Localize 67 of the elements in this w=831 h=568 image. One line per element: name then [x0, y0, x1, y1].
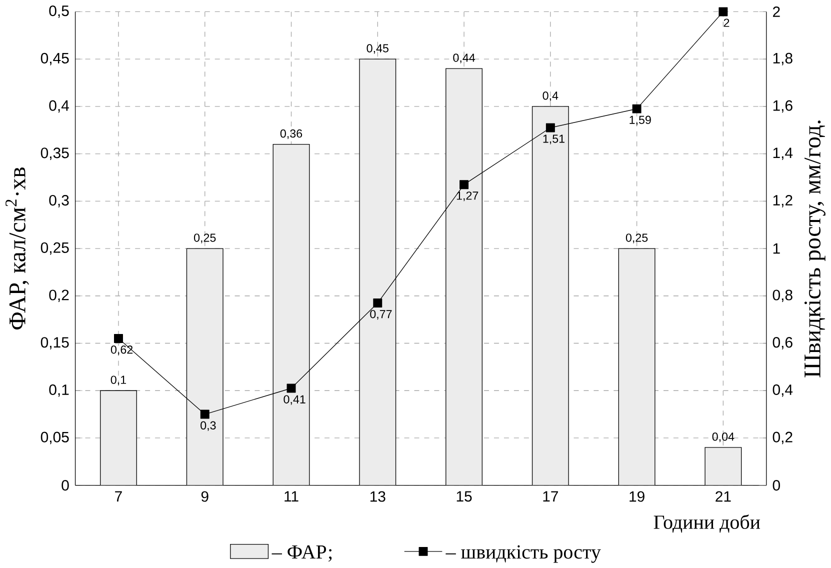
data-label: 0,25 — [194, 233, 216, 244]
data-label: 0,3 — [200, 421, 216, 431]
point — [286, 384, 296, 393]
data-label: 0,36 — [280, 129, 302, 139]
data-label: 0,77 — [370, 310, 392, 320]
y2-tick-label: 1 — [773, 243, 780, 254]
data-label: 0,45 — [366, 44, 388, 54]
x-tick-label: 13 — [370, 491, 386, 502]
data-label: 0,4 — [542, 91, 558, 101]
bar — [446, 68, 482, 486]
data-label: 0,62 — [110, 345, 133, 355]
data-label: 0,25 — [626, 233, 648, 244]
point — [718, 7, 728, 16]
point — [373, 298, 382, 308]
y2-tick-label: 0 — [772, 480, 780, 490]
x-tick-label: 15 — [456, 491, 472, 502]
legend-label: – ФАР; — [272, 545, 332, 562]
y-tick-label: 0,4 — [49, 100, 69, 112]
y2-tick-label: 0,8 — [772, 290, 792, 302]
data-label: 0,1 — [110, 376, 126, 386]
point — [546, 123, 555, 132]
y2-axis-title: Швидкість росту, мм/год. — [804, 120, 826, 378]
y2-tick-label: 1,8 — [773, 52, 792, 66]
legend-label: – швидкість росту — [446, 545, 601, 563]
y-tick-label: 0,2 — [49, 290, 69, 302]
bar — [273, 144, 310, 486]
y-axis-title: ФАР, кал/см$^{2}$·хв — [6, 167, 29, 330]
bar — [532, 106, 569, 486]
bar — [360, 58, 396, 486]
y-tick-label: 0,45 — [40, 52, 69, 66]
y-tick-label: 0,15 — [40, 336, 69, 350]
x-tick-label: 17 — [543, 491, 558, 502]
x-axis-title: Години доби — [654, 514, 760, 532]
point — [460, 180, 469, 189]
y-tick-label: 0,1 — [49, 384, 69, 397]
bar — [704, 446, 742, 486]
y2-tick-label: 0,6 — [772, 336, 792, 350]
y-tick-label: 0,5 — [49, 5, 69, 18]
point — [632, 104, 642, 114]
x-tick-label: 19 — [630, 491, 644, 502]
bar — [100, 390, 137, 486]
y2-tick-label: 1,2 — [773, 194, 792, 208]
point — [200, 410, 210, 419]
y-tick-label: 0 — [62, 480, 69, 490]
x-tick-label: 7 — [115, 491, 122, 502]
y2-tick-label: 0,4 — [772, 384, 793, 397]
x-tick-label: 11 — [284, 491, 298, 502]
data-label: 1,51 — [543, 134, 564, 144]
data-label: 0,04 — [712, 432, 734, 442]
data-label: 0,41 — [284, 395, 306, 405]
data-label: 0,44 — [453, 53, 476, 64]
y-tick-label: 0,3 — [49, 194, 69, 208]
y2-tick-label: 1,4 — [773, 148, 793, 160]
data-label: 1,59 — [630, 116, 651, 126]
y2-tick-label: 0,2 — [772, 432, 792, 444]
y2-tick-label: 2 — [773, 6, 780, 17]
point — [114, 334, 123, 343]
data-label: 2 — [724, 18, 730, 27]
x-tick-label: 21 — [716, 491, 731, 502]
data-label: 1,27 — [456, 191, 478, 201]
x-tick-label: 9 — [201, 491, 208, 502]
y-tick-label: 0,25 — [40, 242, 69, 255]
bar — [618, 248, 655, 486]
y2-tick-label: 1,6 — [773, 100, 792, 112]
bar — [186, 248, 224, 486]
y-tick-label: 0,35 — [40, 147, 69, 160]
y-tick-label: 0,05 — [40, 432, 69, 444]
